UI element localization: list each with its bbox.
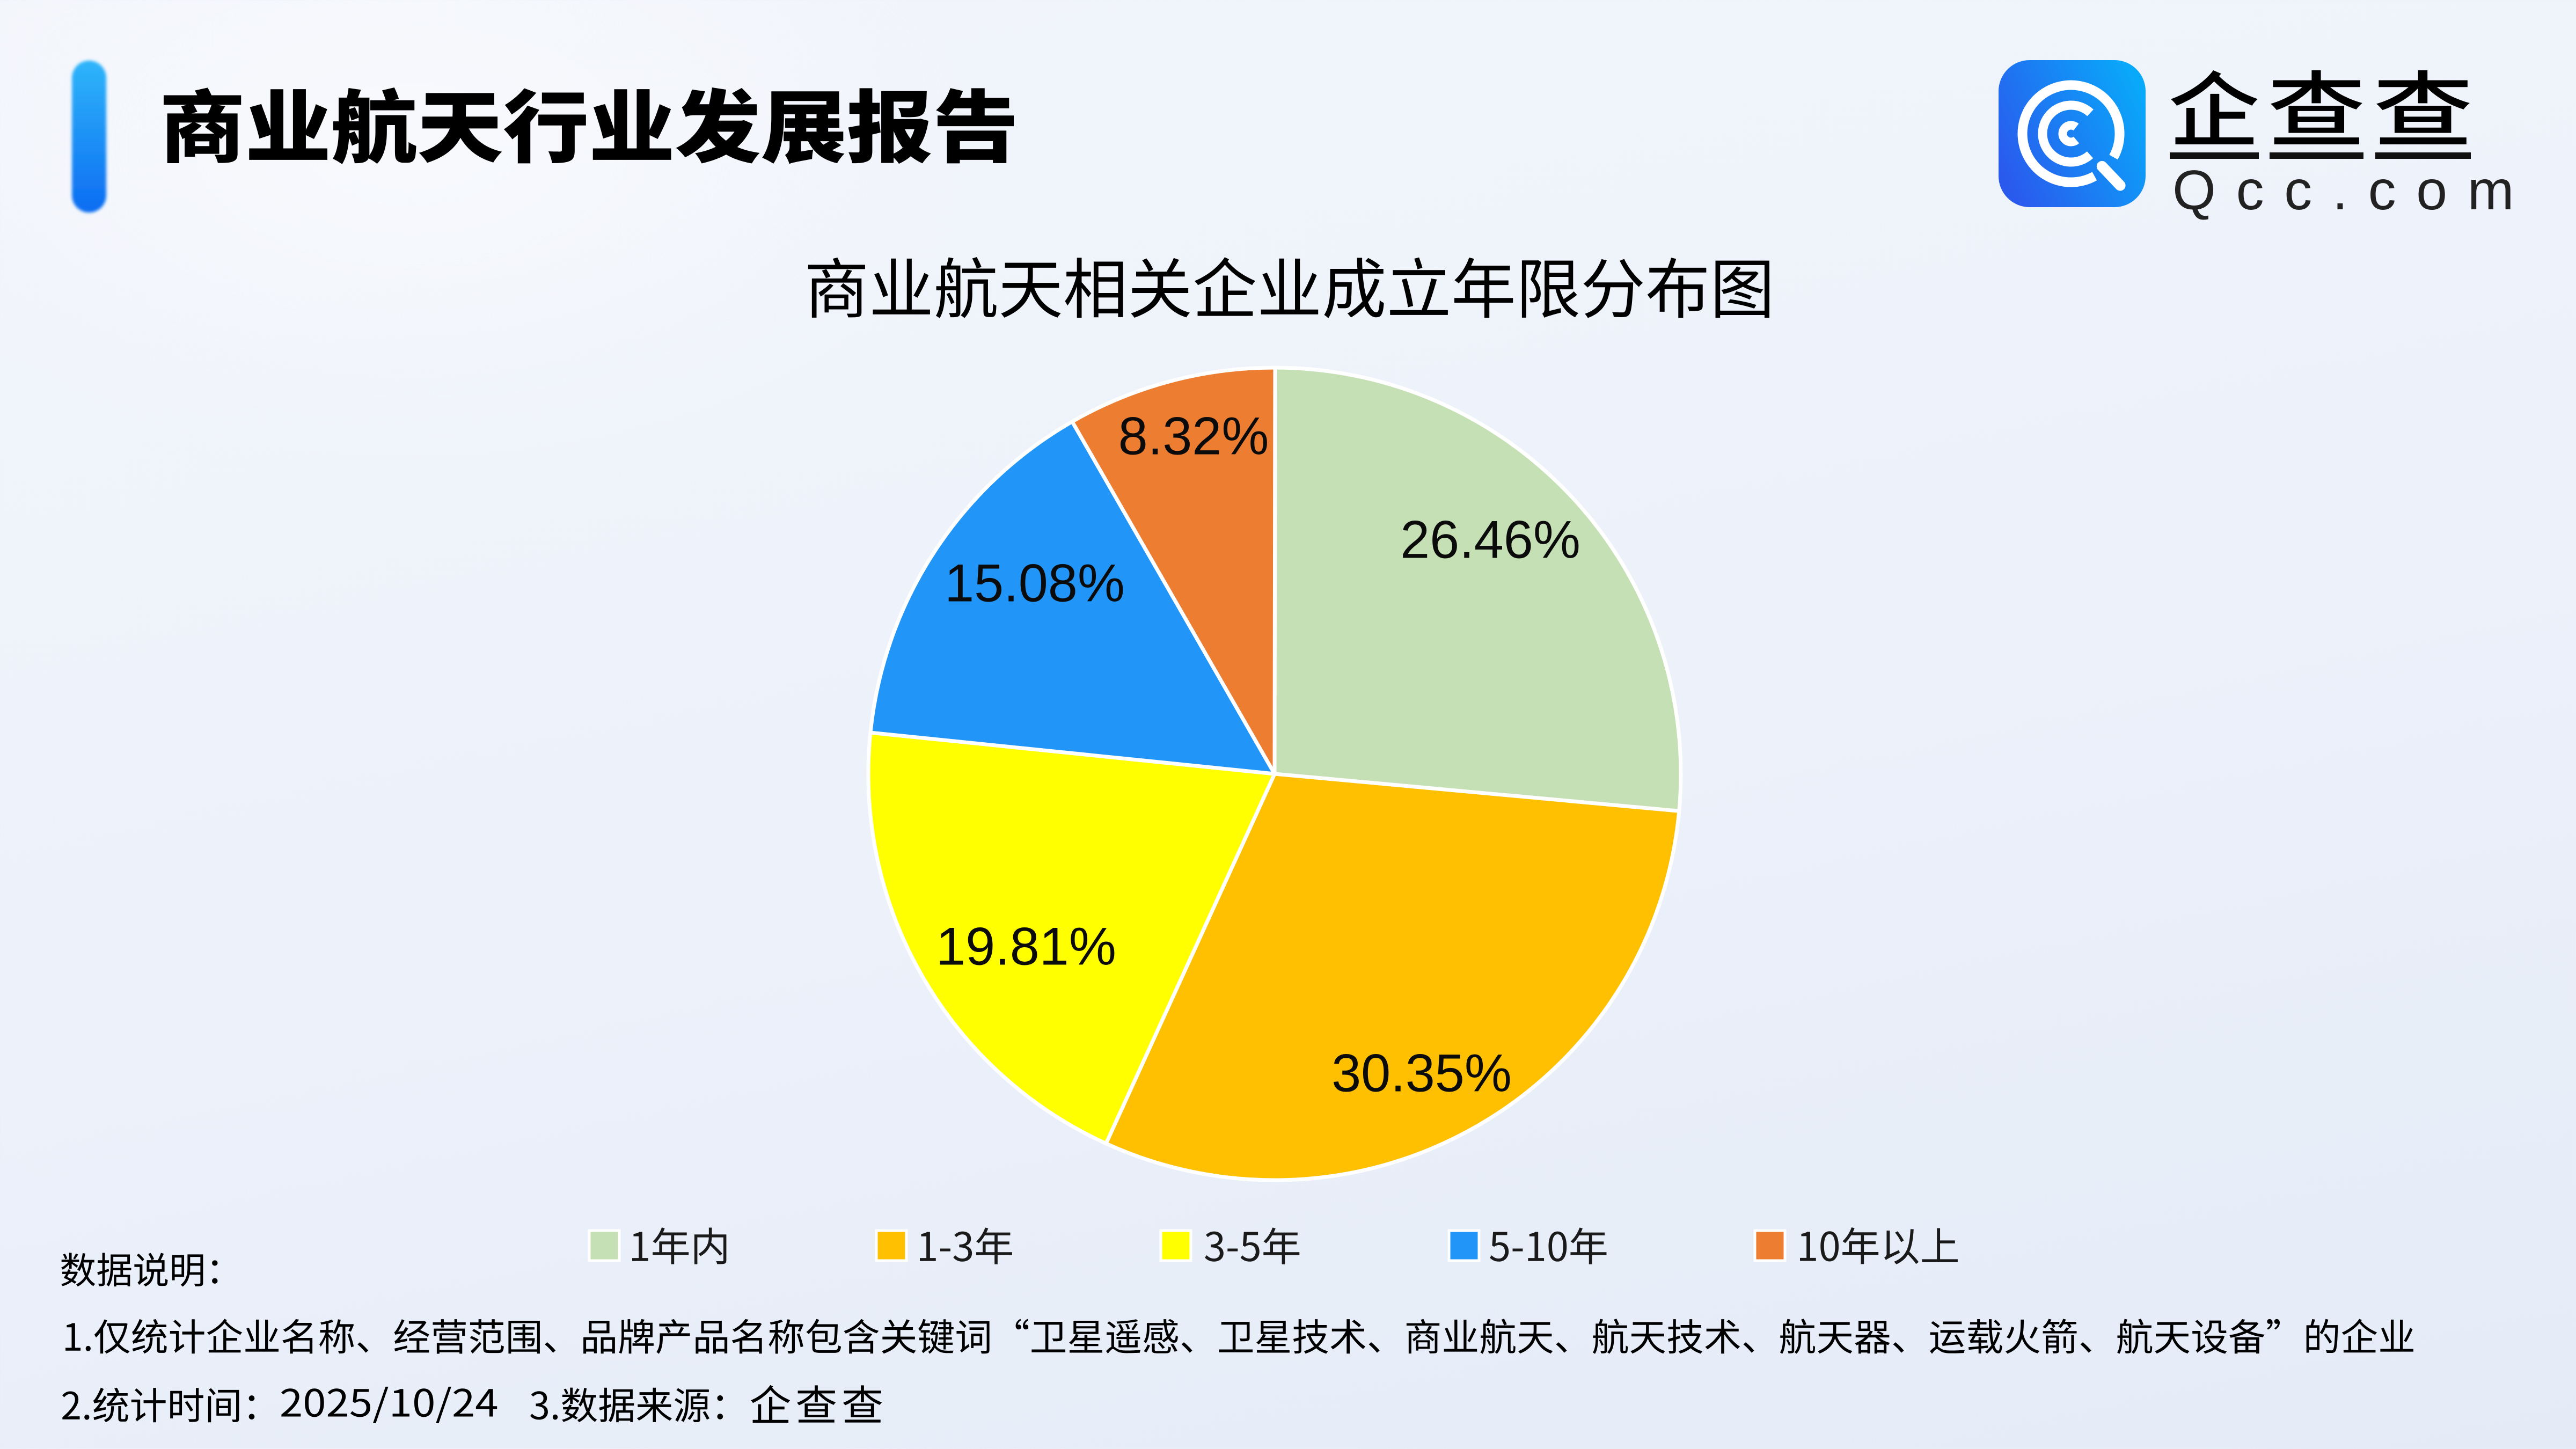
svg-text:Qcc.com: Qcc.com	[2172, 159, 2534, 222]
svg-text:30.35%: 30.35%	[1331, 1043, 1512, 1103]
svg-text:19.81%: 19.81%	[936, 917, 1116, 976]
svg-text:26.46%: 26.46%	[1400, 510, 1580, 569]
svg-text:15.08%: 15.08%	[945, 553, 1125, 613]
svg-text:8.32%: 8.32%	[1118, 406, 1269, 466]
